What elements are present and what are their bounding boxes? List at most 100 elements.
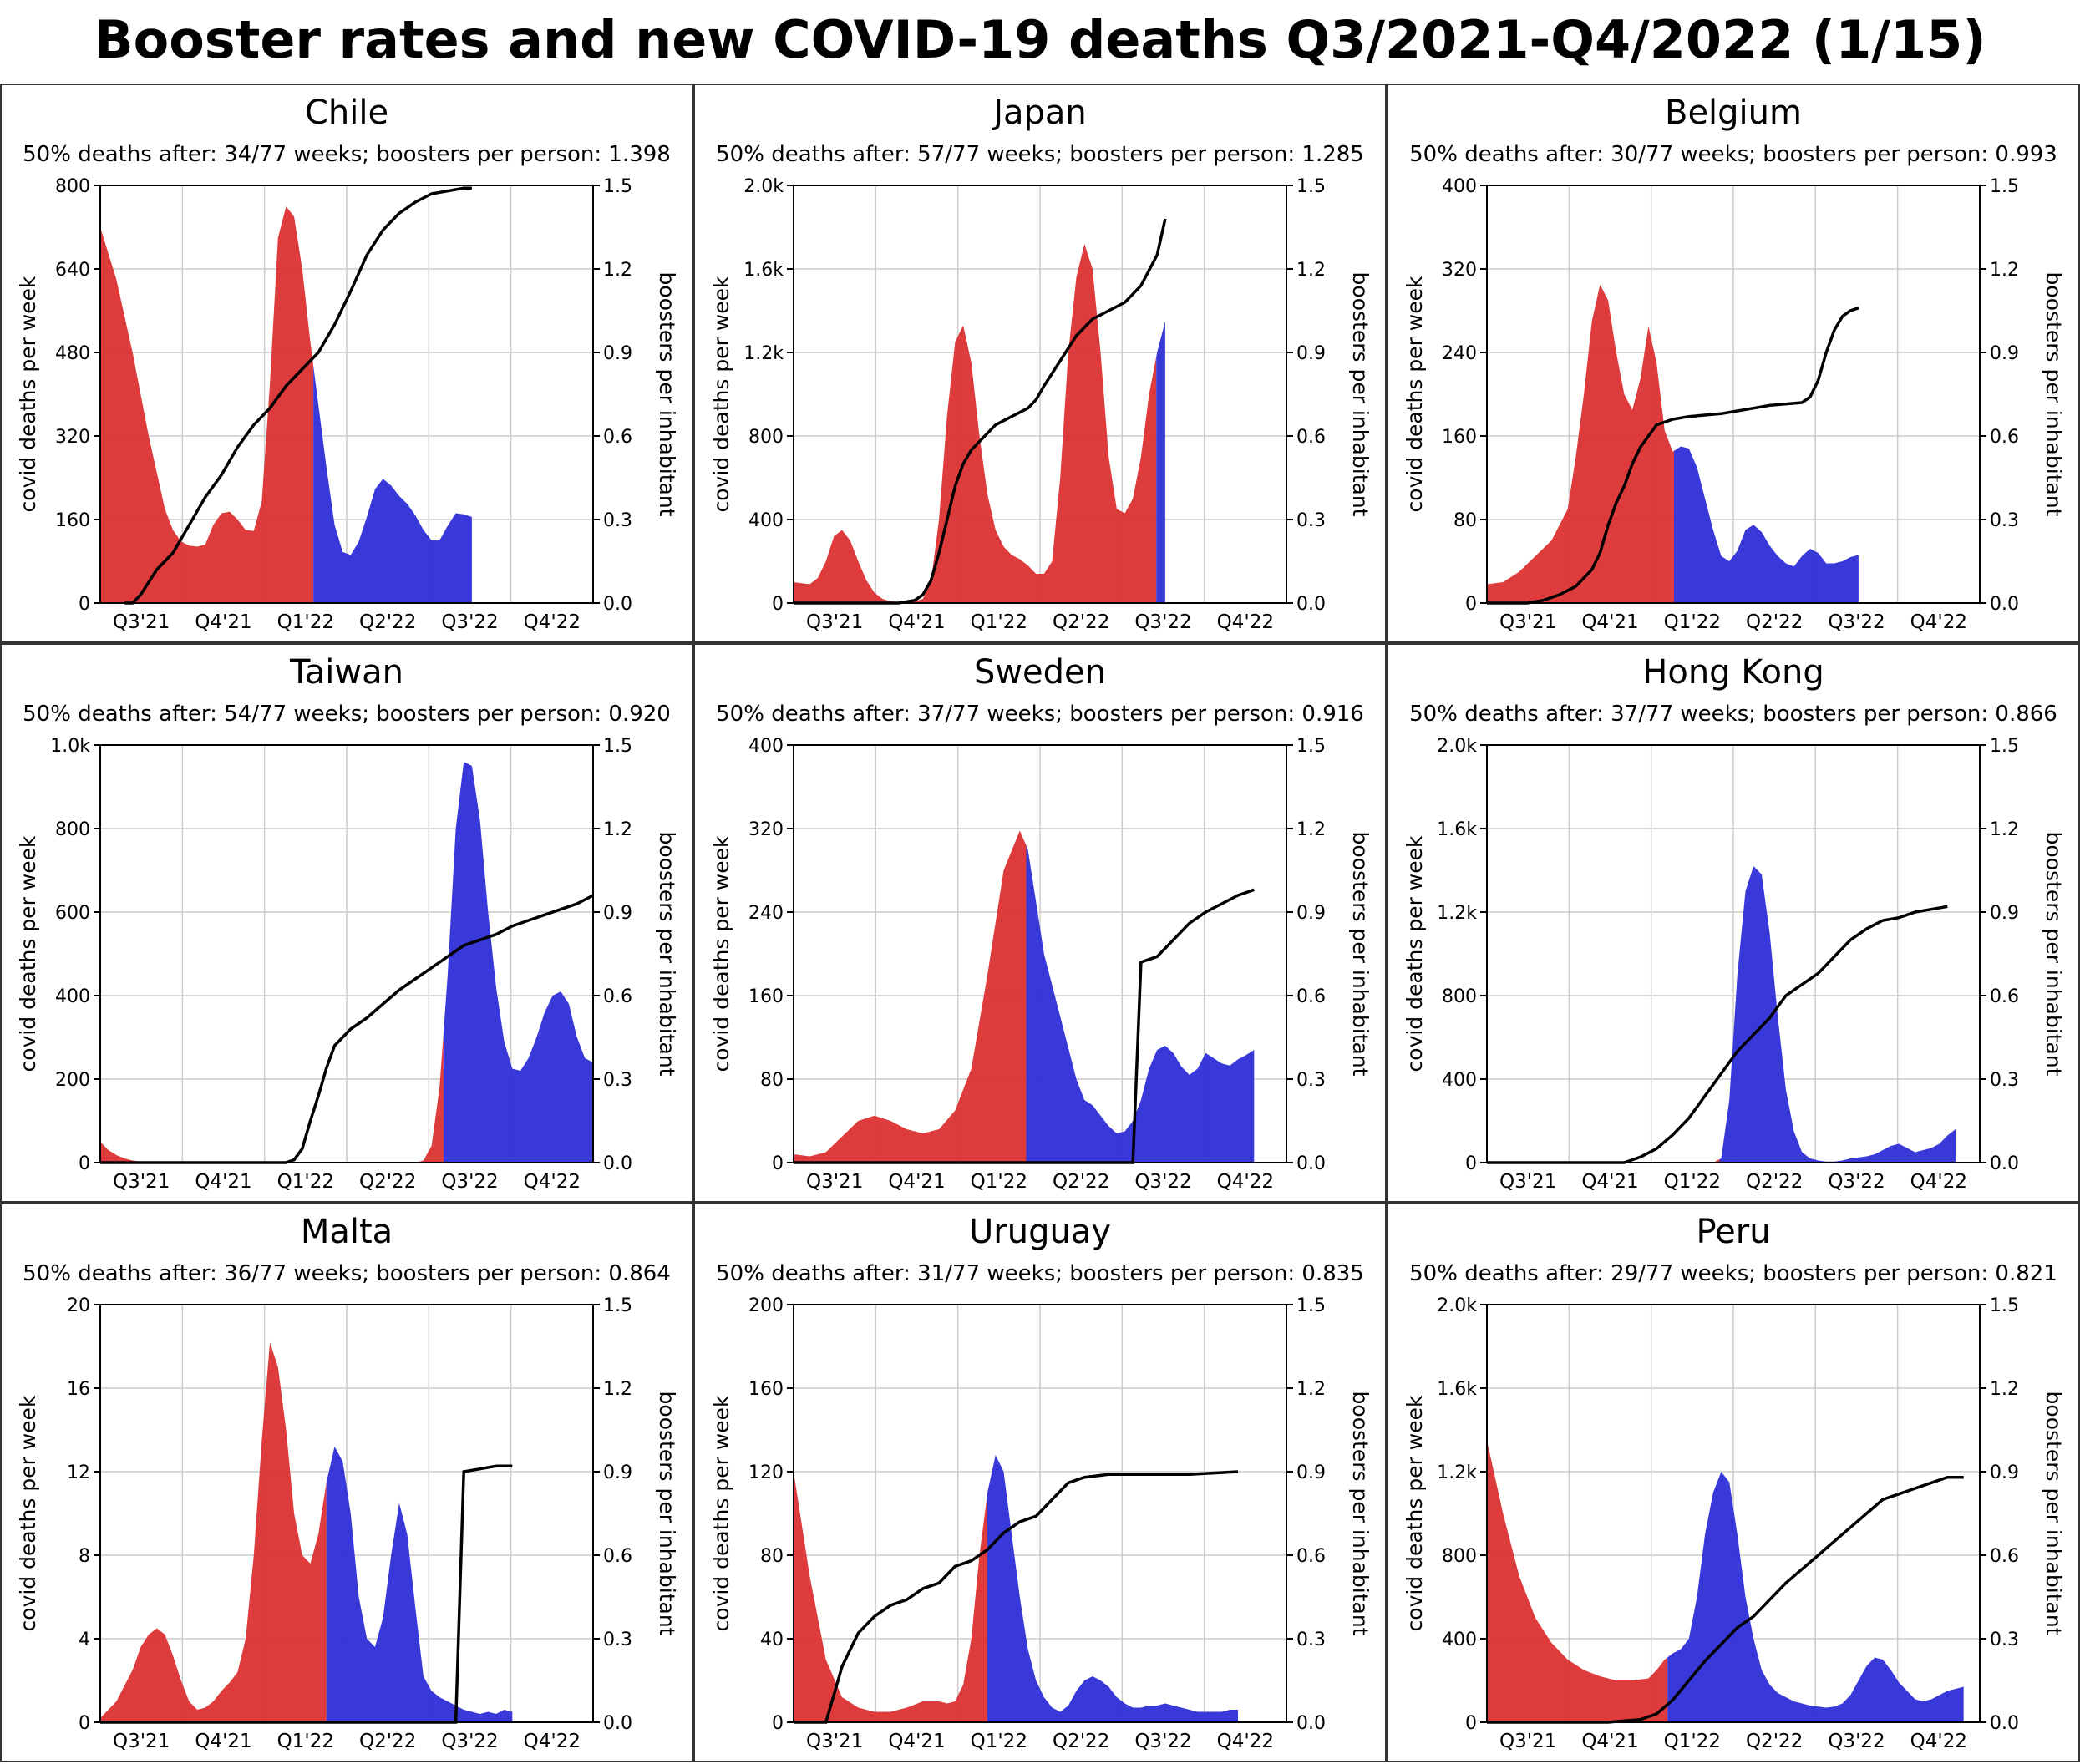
x-tick-label: Q3'22 (1134, 1171, 1191, 1193)
y-tick-label: 8 (79, 1546, 90, 1567)
x-tick-label: Q2'22 (359, 1171, 416, 1193)
x-tick-label: Q2'22 (1053, 1171, 1109, 1193)
y2-tick-label: 0.0 (1296, 1153, 1326, 1174)
y-tick-label: 1.0k (50, 736, 90, 757)
x-tick-label: Q1'22 (971, 611, 1027, 633)
y-tick-label: 1.2k (1437, 1462, 1477, 1483)
y2-tick-label: 1.5 (1296, 1295, 1326, 1316)
x-tick-label: Q4'21 (888, 611, 945, 633)
x-tick-label: Q4'22 (1217, 611, 1274, 633)
booster-line (1487, 307, 1859, 605)
plot-frame (793, 744, 1287, 1163)
chart-svg: 0 400 800 1.2k 1.6k 2.0k 0.0 0.3 0.6 0.9 1.2 1.5 Q3'… (1403, 736, 2066, 1193)
y2-tick-label: 0.6 (603, 986, 632, 1007)
y-tick-label: 0 (772, 1713, 784, 1734)
y2-axis-label: boosters per inhabitant (1348, 272, 1372, 517)
x-tick-label: Q2'22 (1053, 1731, 1109, 1752)
y-tick-label: 400 (1442, 1070, 1477, 1091)
panel-country-title: Hong Kong (1642, 653, 1824, 692)
x-tick-label: Q3'22 (441, 1171, 498, 1193)
x-tick-label: Q3'22 (1134, 1731, 1191, 1752)
y2-tick-label: 0.3 (1296, 1630, 1326, 1650)
y2-tick-label: 0.6 (1990, 986, 2019, 1007)
y-tick-label: 600 (55, 903, 90, 924)
deaths-area-after (1156, 321, 1165, 603)
y-tick-label: 160 (55, 510, 90, 531)
x-tick-label: Q3'22 (1828, 1171, 1885, 1193)
deaths-area-after (326, 1447, 513, 1722)
y2-axis-label: boosters per inhabitant (1348, 832, 1372, 1077)
y-tick-label: 1.2k (743, 343, 784, 364)
x-tick-label: Q4'21 (195, 1731, 251, 1752)
y2-tick-label: 1.2 (603, 819, 632, 840)
y-axis-label: covid deaths per week (16, 835, 40, 1072)
y-tick-label: 120 (748, 1462, 784, 1483)
x-tick-label: Q3'22 (1134, 611, 1191, 633)
deaths-area-before (100, 206, 314, 603)
panel-country-title: Chile (304, 94, 389, 132)
x-tick-label: Q1'22 (277, 1171, 334, 1193)
y-tick-label: 0 (1465, 1153, 1477, 1174)
y-tick-label: 800 (1442, 986, 1477, 1007)
panel-country-title: Japan (993, 94, 1087, 132)
booster-line (794, 888, 1255, 1164)
chart-svg: 0 400 800 1.2k 1.6k 2.0k 0.0 0.3 0.6 0.9 1.2 1.5 Q3'… (1403, 1295, 2066, 1752)
x-tick-label: Q4'22 (524, 1731, 581, 1752)
y2-tick-label: 0.0 (1990, 1713, 2019, 1734)
y2-tick-label: 1.2 (1296, 1379, 1326, 1400)
x-tick-label: Q3'21 (806, 1171, 863, 1193)
panel-country-title: Uruguay (969, 1213, 1111, 1251)
panel-country-title: Taiwan (289, 653, 403, 692)
panel-subtitle: 50% deaths after: 37/77 weeks; boosters … (1409, 702, 2057, 727)
y-tick-label: 12 (67, 1462, 90, 1483)
x-tick-label: Q1'22 (277, 611, 334, 633)
y-tick-label: 1.6k (1437, 819, 1477, 840)
y-axis-label: covid deaths per week (1403, 835, 1427, 1072)
x-tick-label: Q4'22 (1217, 1171, 1274, 1193)
x-tick-label: Q3'21 (1499, 1171, 1556, 1193)
x-tick-label: Q4'21 (1581, 1731, 1638, 1752)
chart-panel-5: Hong Kong 50% deaths after: 37/77 weeks; … (1387, 643, 2080, 1203)
deaths-area-before (1487, 284, 1674, 603)
chart-svg: 0 80 160 240 320 400 0.0 0.3 0.6 0.9 1.2 1.5 Q3'21 Q4… (1403, 176, 2066, 633)
y-tick-label: 80 (1453, 510, 1477, 531)
y2-tick-label: 1.2 (1990, 819, 2019, 840)
deaths-area-before (794, 1472, 987, 1722)
panel-grid: Chile 50% deaths after: 34/77 weeks; boos… (0, 84, 2080, 1762)
y-tick-label: 800 (1442, 1546, 1477, 1567)
x-tick-label: Q2'22 (1746, 611, 1803, 633)
y2-tick-label: 0.9 (1990, 1462, 2019, 1483)
x-tick-label: Q1'22 (971, 1731, 1027, 1752)
y2-tick-label: 1.2 (1990, 260, 2019, 281)
y2-tick-label: 0.0 (603, 1713, 632, 1734)
plot-frame (99, 1304, 594, 1723)
y-tick-label: 400 (1442, 1630, 1477, 1650)
y2-tick-label: 0.6 (1296, 1546, 1326, 1567)
y-tick-label: 1.2k (1437, 903, 1477, 924)
chart-panel-7: Uruguay 50% deaths after: 31/77 weeks; bo… (693, 1203, 1387, 1762)
x-tick-label: Q1'22 (1664, 1731, 1721, 1752)
y-tick-label: 200 (748, 1295, 784, 1316)
chart-panel-4: Sweden 50% deaths after: 37/77 weeks; boo… (693, 643, 1387, 1203)
plot-frame (793, 185, 1287, 604)
panel-subtitle: 50% deaths after: 57/77 weeks; boosters … (716, 142, 1364, 167)
x-tick-label: Q4'21 (888, 1171, 945, 1193)
y2-tick-label: 1.5 (1296, 736, 1326, 757)
y2-tick-label: 1.5 (1990, 736, 2019, 757)
chart-panel-1: Japan 50% deaths after: 57/77 weeks; boos… (693, 84, 1387, 643)
y2-tick-label: 0.9 (603, 1462, 632, 1483)
x-tick-label: Q2'22 (1746, 1171, 1803, 1193)
chart-panel-3: Taiwan 50% deaths after: 54/77 weeks; boo… (0, 643, 693, 1203)
x-tick-label: Q2'22 (359, 1731, 416, 1752)
booster-line (100, 894, 594, 1164)
y2-tick-label: 1.2 (603, 260, 632, 281)
y-tick-label: 320 (55, 427, 90, 448)
x-tick-label: Q1'22 (1664, 1171, 1721, 1193)
y-tick-label: 0 (79, 1713, 90, 1734)
chart-svg: 0 80 160 240 320 400 0.0 0.3 0.6 0.9 1.2 1.5 Q3'21 Q4… (709, 736, 1372, 1193)
y2-tick-label: 0.9 (1990, 903, 2019, 924)
deaths-area-after (1719, 866, 1956, 1163)
booster-line (794, 218, 1167, 605)
y2-tick-label: 0.9 (603, 343, 632, 364)
y2-tick-label: 1.2 (1296, 819, 1326, 840)
